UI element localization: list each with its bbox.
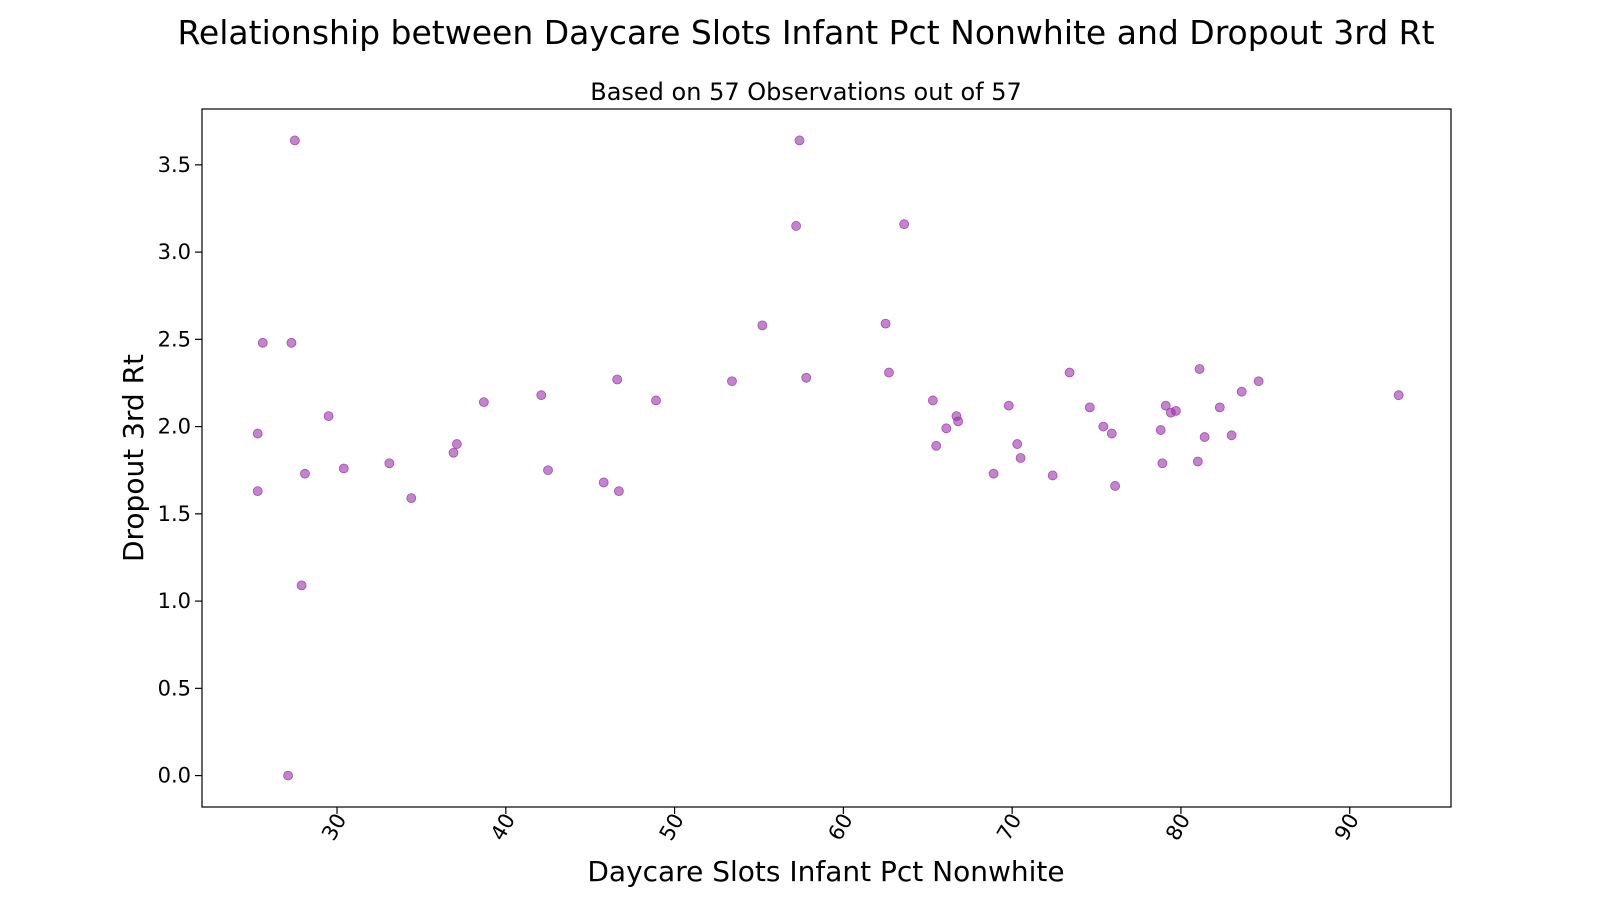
data-point: [1003, 400, 1014, 411]
data-point: [1194, 364, 1205, 374]
data-point: [613, 486, 624, 497]
plot-area: [201, 108, 1452, 808]
data-point: [478, 397, 489, 408]
data-points: [252, 135, 1404, 781]
data-point: [448, 447, 459, 458]
data-point: [651, 395, 661, 406]
x-tick-label: 30: [317, 809, 351, 844]
data-point: [1064, 367, 1075, 378]
data-point: [289, 135, 300, 146]
y-tick-label: 0.5: [158, 676, 191, 700]
data-point: [941, 423, 952, 434]
x-tick-label: 80: [1161, 809, 1195, 844]
data-point: [880, 318, 891, 329]
x-tick-label: 60: [823, 809, 857, 844]
data-point: [1393, 390, 1404, 401]
x-axis: 30 40 50 60 70 80 90: [317, 807, 1364, 845]
data-point: [296, 580, 307, 591]
data-point: [406, 493, 417, 504]
data-point: [927, 395, 938, 406]
y-tick-label: 1.5: [158, 502, 191, 526]
data-point: [1015, 453, 1026, 463]
data-point: [338, 463, 349, 474]
data-point: [1236, 386, 1247, 397]
y-tick-label: 3.5: [158, 153, 191, 177]
data-point: [543, 465, 553, 476]
data-point: [323, 411, 334, 422]
data-point: [612, 374, 623, 385]
data-point: [1098, 421, 1109, 432]
data-point: [1226, 430, 1237, 441]
y-tick-label: 2.0: [158, 415, 191, 439]
data-point: [1084, 402, 1095, 413]
data-point: [252, 486, 263, 497]
data-point: [286, 337, 297, 348]
data-point: [1199, 432, 1210, 442]
x-axis-label: Daycare Slots Infant Pct Nonwhite: [587, 855, 1064, 888]
data-point: [1214, 402, 1225, 413]
data-point: [283, 770, 293, 781]
y-axis: 0.0 0.5 1.0 1.5 2.0 2.5 3.0 3.5: [158, 153, 202, 788]
y-axis-label: Dropout 3rd Rt: [117, 354, 150, 562]
y-tick-label: 0.0: [158, 764, 191, 788]
data-point: [988, 468, 999, 479]
data-point: [1170, 405, 1181, 416]
data-point: [1253, 376, 1264, 387]
data-point: [536, 390, 547, 401]
y-tick-label: 3.0: [158, 240, 191, 264]
data-point: [727, 376, 737, 387]
x-tick-label: 40: [486, 809, 520, 844]
data-point: [1012, 439, 1023, 449]
data-point: [794, 135, 805, 146]
data-point: [801, 372, 812, 383]
data-point: [257, 337, 268, 348]
y-tick-label: 1.0: [158, 589, 191, 613]
data-point: [451, 439, 462, 449]
data-point: [899, 219, 910, 230]
data-point: [953, 416, 964, 427]
data-point: [1106, 428, 1117, 439]
data-point: [1157, 458, 1168, 469]
x-tick-label: 90: [1330, 809, 1364, 844]
data-point: [884, 367, 894, 378]
chart-subtitle: Based on 57 Observations out of 57: [590, 78, 1022, 106]
data-point: [1160, 400, 1171, 411]
data-point: [1192, 456, 1203, 467]
data-point: [1155, 425, 1166, 435]
data-point: [598, 477, 609, 488]
chart-title: Relationship between Daycare Slots Infan…: [177, 13, 1434, 52]
data-point: [791, 221, 802, 231]
x-tick-label: 70: [992, 809, 1026, 844]
data-point: [931, 440, 942, 451]
data-point: [300, 468, 310, 479]
data-point: [1047, 470, 1058, 481]
y-tick-label: 2.5: [158, 327, 191, 351]
data-point: [252, 428, 263, 439]
x-tick-label: 50: [655, 809, 689, 844]
data-point: [1110, 481, 1121, 491]
data-point: [757, 320, 768, 331]
data-point: [384, 458, 395, 469]
